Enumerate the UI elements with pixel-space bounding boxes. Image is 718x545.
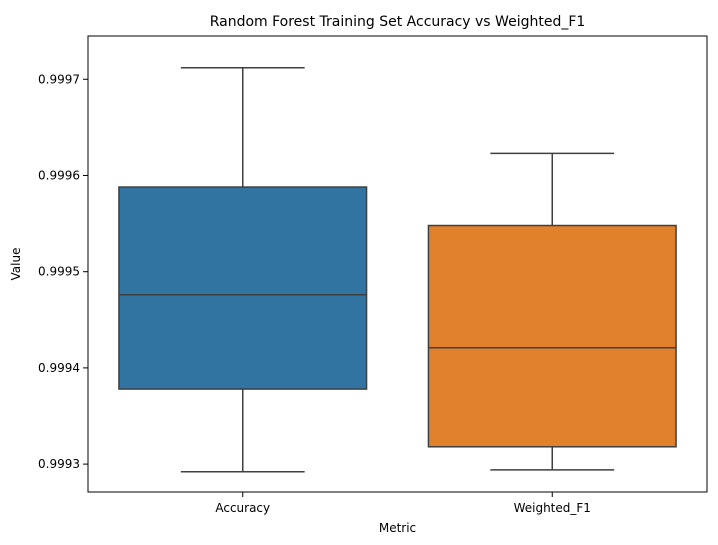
x-tick-label: Accuracy (215, 501, 270, 515)
plot-area-frame (87, 35, 708, 493)
y-axis-ticks: 0.9993 0.9994 0.9995 0.9996 0.9997 (38, 72, 88, 471)
y-tick-label: 0.9996 (38, 168, 80, 182)
box-iqr (118, 186, 368, 390)
x-tick-label: Weighted_F1 (514, 501, 591, 515)
y-tick-label: 0.9993 (38, 457, 80, 471)
x-axis-label: Metric (379, 521, 416, 535)
boxes-layer (118, 66, 677, 473)
y-axis-label: Value (9, 248, 23, 281)
y-tick-label: 0.9997 (38, 72, 80, 86)
box-group (118, 66, 368, 473)
box-iqr (427, 224, 677, 448)
y-tick-label: 0.9995 (38, 265, 80, 279)
box-group (427, 152, 677, 471)
x-axis-ticks: Accuracy Weighted_F1 (215, 492, 591, 515)
y-tick-label: 0.9994 (38, 361, 80, 375)
chart-title: Random Forest Training Set Accuracy vs W… (210, 14, 586, 30)
